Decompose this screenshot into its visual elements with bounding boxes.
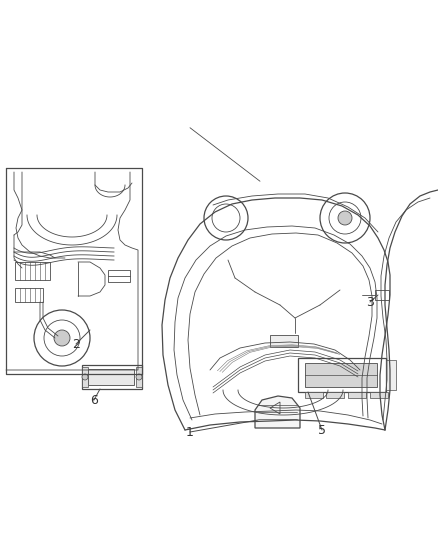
Circle shape <box>54 330 70 346</box>
Bar <box>15 288 43 302</box>
Bar <box>15 262 50 280</box>
Bar <box>370 392 388 398</box>
Bar <box>88 369 134 385</box>
Bar <box>305 363 377 387</box>
Bar <box>305 392 323 398</box>
Text: 5: 5 <box>318 424 326 437</box>
Bar <box>375 290 389 300</box>
Bar <box>386 360 396 390</box>
Circle shape <box>136 374 142 380</box>
Text: 2: 2 <box>72 337 80 351</box>
Bar <box>270 335 298 347</box>
Bar <box>326 392 344 398</box>
Bar <box>82 365 142 389</box>
Circle shape <box>82 374 88 380</box>
Bar <box>298 358 386 392</box>
Polygon shape <box>255 396 300 428</box>
Bar <box>348 392 366 398</box>
Text: 6: 6 <box>90 393 98 407</box>
Bar <box>82 367 88 387</box>
Circle shape <box>338 211 352 225</box>
Bar <box>136 367 142 387</box>
Text: 1: 1 <box>186 425 194 439</box>
Bar <box>108 270 130 282</box>
Text: 3: 3 <box>366 295 374 309</box>
